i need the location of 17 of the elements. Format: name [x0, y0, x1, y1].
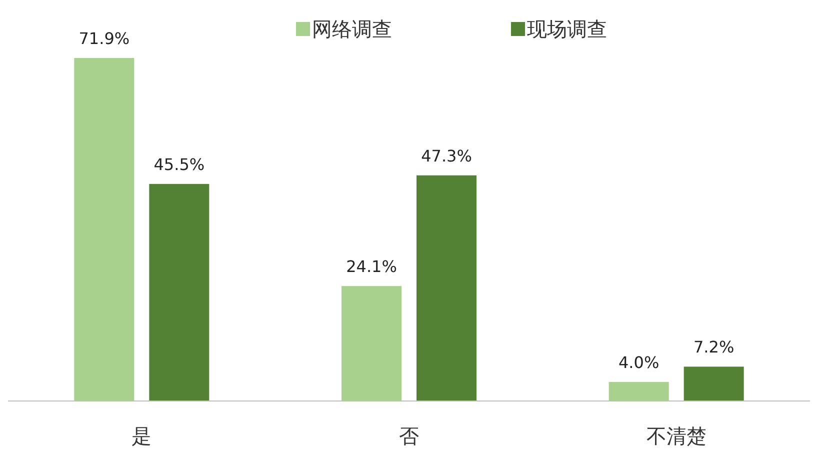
data-label: 71.9% — [78, 29, 130, 48]
legend-label: 网络调查 — [312, 17, 392, 41]
bar — [342, 286, 402, 401]
data-label: 7.2% — [694, 338, 734, 357]
data-label: 45.5% — [154, 154, 205, 174]
data-label: 4.0% — [618, 352, 660, 372]
x-tick-label: 是 — [132, 424, 152, 448]
data-label: 47.3% — [421, 146, 472, 166]
bar — [74, 58, 134, 401]
data-label: 24.1% — [346, 257, 397, 276]
x-tick-label: 不清楚 — [646, 424, 706, 448]
x-tick-label: 否 — [399, 424, 419, 448]
bar — [149, 184, 210, 401]
bar — [684, 366, 744, 401]
bar — [416, 175, 476, 401]
bar — [608, 382, 669, 401]
legend-label: 现场调查 — [527, 17, 607, 41]
